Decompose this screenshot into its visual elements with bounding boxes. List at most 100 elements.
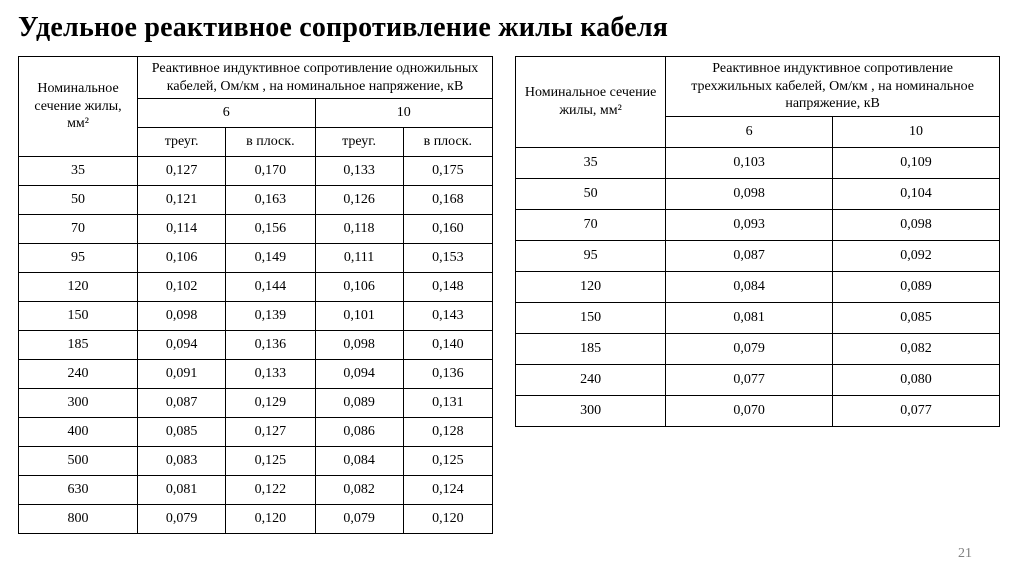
table-row: 2400,0770,080 <box>516 364 1000 395</box>
value-cell: 0,077 <box>833 395 1000 426</box>
value-cell: 0,136 <box>403 360 492 389</box>
table-row: 1500,0810,085 <box>516 302 1000 333</box>
tables-wrapper: Номинальное сечение жилы, мм² Реактивное… <box>18 56 1006 534</box>
table-row: 1850,0790,082 <box>516 333 1000 364</box>
value-cell: 0,091 <box>138 360 226 389</box>
table-row: 3000,0700,077 <box>516 395 1000 426</box>
value-cell: 0,085 <box>138 418 226 447</box>
value-cell: 0,168 <box>403 186 492 215</box>
value-cell: 0,139 <box>226 302 315 331</box>
value-cell: 0,098 <box>315 331 403 360</box>
value-cell: 0,101 <box>315 302 403 331</box>
value-cell: 0,086 <box>315 418 403 447</box>
cross-section-cell: 300 <box>516 395 666 426</box>
table-row: 350,1270,1700,1330,175 <box>19 157 493 186</box>
value-cell: 0,089 <box>315 389 403 418</box>
table-row: 5000,0830,1250,0840,125 <box>19 447 493 476</box>
right-voltage-10: 10 <box>833 116 1000 147</box>
left-table: Номинальное сечение жилы, мм² Реактивное… <box>18 56 493 534</box>
cross-section-cell: 800 <box>19 505 138 534</box>
value-cell: 0,136 <box>226 331 315 360</box>
left-voltage-10: 10 <box>315 99 493 128</box>
value-cell: 0,098 <box>138 302 226 331</box>
value-cell: 0,120 <box>403 505 492 534</box>
value-cell: 0,126 <box>315 186 403 215</box>
cross-section-cell: 240 <box>19 360 138 389</box>
cross-section-cell: 70 <box>516 209 666 240</box>
value-cell: 0,070 <box>666 395 833 426</box>
page-title: Удельное реактивное сопротивление жилы к… <box>18 12 1006 44</box>
value-cell: 0,131 <box>403 389 492 418</box>
value-cell: 0,079 <box>315 505 403 534</box>
cross-section-cell: 95 <box>19 244 138 273</box>
value-cell: 0,109 <box>833 147 1000 178</box>
table-row: 6300,0810,1220,0820,124 <box>19 476 493 505</box>
table-row: 8000,0790,1200,0790,120 <box>19 505 493 534</box>
cross-section-cell: 630 <box>19 476 138 505</box>
cross-section-cell: 185 <box>19 331 138 360</box>
cross-section-cell: 150 <box>516 302 666 333</box>
cross-section-cell: 50 <box>516 178 666 209</box>
left-sub-0: треуг. <box>138 128 226 157</box>
cross-section-cell: 400 <box>19 418 138 447</box>
left-col1-header: Номинальное сечение жилы, мм² <box>19 57 138 157</box>
value-cell: 0,083 <box>138 447 226 476</box>
table-row: 500,1210,1630,1260,168 <box>19 186 493 215</box>
value-cell: 0,087 <box>138 389 226 418</box>
value-cell: 0,102 <box>138 273 226 302</box>
value-cell: 0,098 <box>666 178 833 209</box>
value-cell: 0,148 <box>403 273 492 302</box>
value-cell: 0,084 <box>666 271 833 302</box>
value-cell: 0,170 <box>226 157 315 186</box>
value-cell: 0,082 <box>833 333 1000 364</box>
value-cell: 0,079 <box>138 505 226 534</box>
value-cell: 0,092 <box>833 240 1000 271</box>
right-group-header: Реактивное индуктивное сопротивление тре… <box>666 57 1000 117</box>
value-cell: 0,156 <box>226 215 315 244</box>
value-cell: 0,111 <box>315 244 403 273</box>
value-cell: 0,085 <box>833 302 1000 333</box>
table-row: 2400,0910,1330,0940,136 <box>19 360 493 389</box>
left-sub-2: треуг. <box>315 128 403 157</box>
value-cell: 0,120 <box>226 505 315 534</box>
value-cell: 0,087 <box>666 240 833 271</box>
table-row: 700,1140,1560,1180,160 <box>19 215 493 244</box>
right-col1-header: Номинальное сечение жилы, мм² <box>516 57 666 148</box>
cross-section-cell: 500 <box>19 447 138 476</box>
cross-section-cell: 50 <box>19 186 138 215</box>
table-row: 3000,0870,1290,0890,131 <box>19 389 493 418</box>
right-voltage-6: 6 <box>666 116 833 147</box>
value-cell: 0,098 <box>833 209 1000 240</box>
table-row: 1200,1020,1440,1060,148 <box>19 273 493 302</box>
value-cell: 0,121 <box>138 186 226 215</box>
value-cell: 0,125 <box>226 447 315 476</box>
table-row: 950,0870,092 <box>516 240 1000 271</box>
value-cell: 0,175 <box>403 157 492 186</box>
table-row: 1500,0980,1390,1010,143 <box>19 302 493 331</box>
cross-section-cell: 35 <box>516 147 666 178</box>
value-cell: 0,089 <box>833 271 1000 302</box>
cross-section-cell: 95 <box>516 240 666 271</box>
value-cell: 0,094 <box>138 331 226 360</box>
table-row: 950,1060,1490,1110,153 <box>19 244 493 273</box>
value-cell: 0,125 <box>403 447 492 476</box>
value-cell: 0,106 <box>315 273 403 302</box>
table-row: 1850,0940,1360,0980,140 <box>19 331 493 360</box>
table-row: 4000,0850,1270,0860,128 <box>19 418 493 447</box>
right-table: Номинальное сечение жилы, мм² Реактивное… <box>515 56 1000 427</box>
value-cell: 0,114 <box>138 215 226 244</box>
value-cell: 0,143 <box>403 302 492 331</box>
value-cell: 0,118 <box>315 215 403 244</box>
value-cell: 0,103 <box>666 147 833 178</box>
table-row: 1200,0840,089 <box>516 271 1000 302</box>
table-row: 500,0980,104 <box>516 178 1000 209</box>
value-cell: 0,144 <box>226 273 315 302</box>
value-cell: 0,093 <box>666 209 833 240</box>
value-cell: 0,094 <box>315 360 403 389</box>
cross-section-cell: 120 <box>19 273 138 302</box>
left-sub-1: в плоск. <box>226 128 315 157</box>
left-sub-3: в плоск. <box>403 128 492 157</box>
page-number: 21 <box>958 546 972 562</box>
value-cell: 0,080 <box>833 364 1000 395</box>
value-cell: 0,104 <box>833 178 1000 209</box>
